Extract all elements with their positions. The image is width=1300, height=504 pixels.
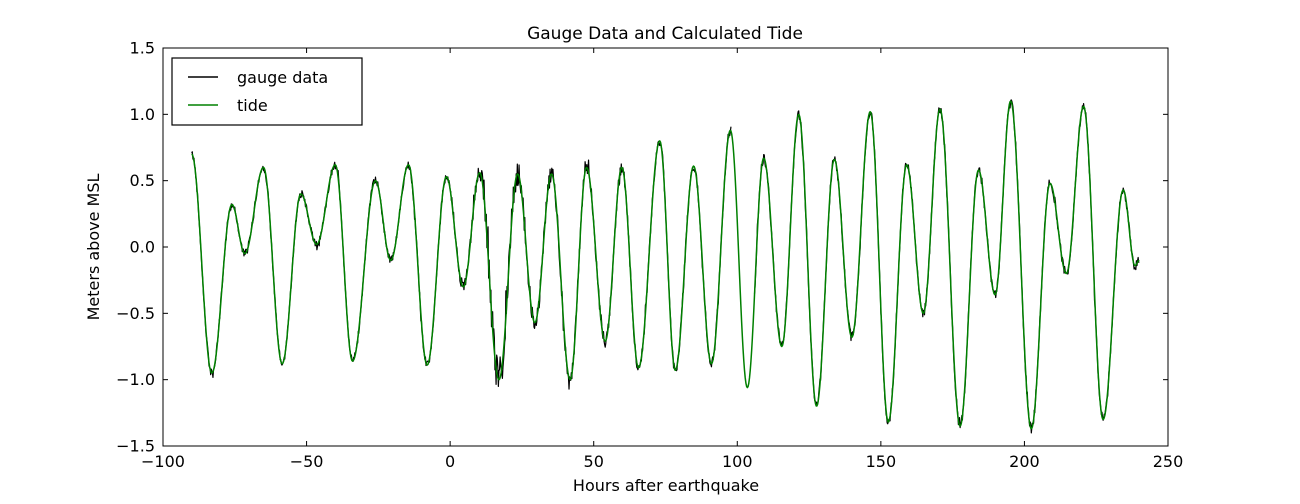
- axis-tick-labels: −100 −50 0 50 100 150 200 250 −1.5 −1.0 −0.5 0.0 0.5…: [116, 39, 1183, 472]
- tide-curve: [191, 100, 1140, 430]
- x-tick-label: 150: [866, 452, 897, 471]
- y-tick-label: 1.0: [130, 105, 155, 124]
- y-tick-label: 0.5: [130, 171, 155, 190]
- chart-title: Gauge Data and Calculated Tide: [527, 24, 803, 44]
- legend-label-tide: tide: [237, 96, 268, 115]
- x-tick-label: 250: [1153, 452, 1184, 471]
- y-tick-label: −1.5: [116, 437, 155, 456]
- legend: gauge data tide: [171, 57, 363, 126]
- x-tick-label: −100: [141, 452, 185, 471]
- x-tick-label: 0: [445, 452, 455, 471]
- x-tick-label: 50: [584, 452, 604, 471]
- y-tick-label: −1.0: [116, 370, 155, 389]
- legend-label-gauge-data: gauge data: [237, 68, 328, 87]
- x-tick-label: 200: [1009, 452, 1040, 471]
- axis-ticks: [162, 47, 1169, 447]
- legend-box: [171, 57, 363, 126]
- y-axis-label: Meters above MSL: [84, 174, 103, 321]
- y-tick-label: 1.5: [130, 39, 155, 58]
- y-tick-label: 0.0: [130, 238, 155, 257]
- data-curves: [191, 99, 1140, 434]
- x-tick-label: −50: [290, 452, 324, 471]
- x-axis-label: Hours after earthquake: [573, 476, 759, 495]
- y-tick-label: −0.5: [116, 304, 155, 323]
- x-tick-label: 100: [722, 452, 753, 471]
